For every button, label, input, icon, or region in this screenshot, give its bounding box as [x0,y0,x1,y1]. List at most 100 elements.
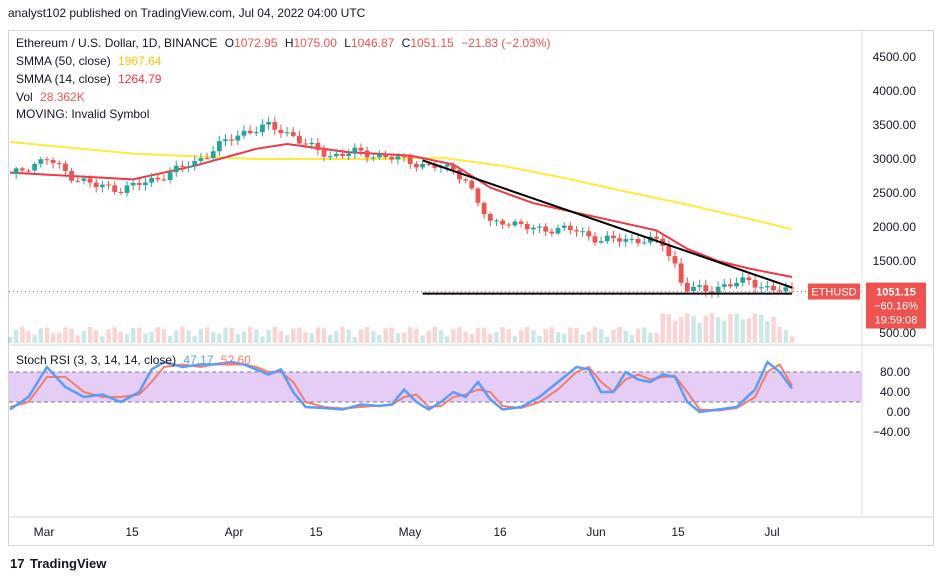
candle-body [740,277,746,283]
volume-bar [703,315,708,343]
candle-body [666,245,672,257]
candle-body [444,164,450,167]
candle-body [604,235,610,242]
volume-bar [414,328,419,343]
candle-body [26,170,31,172]
volume-bar [426,330,431,343]
volume-bar [130,327,136,343]
time-axis-tick-label: Jun [586,525,605,539]
volume-bar [192,335,197,343]
volume-bar [617,327,622,343]
volume-bar [518,330,524,343]
candle-body [789,287,795,289]
stoch-k-line [9,360,794,414]
candle-body [450,164,456,170]
volume-bar [167,335,173,343]
volume-bar [278,330,284,343]
symbol-badge-label: ETHUSD [811,287,856,299]
logo-mark-icon: 17 [10,556,25,571]
candle-body [210,151,216,159]
candle-body [709,291,715,293]
volume-bar [438,329,444,343]
candle-body [13,168,19,174]
volume-bar [186,330,191,343]
volume-bar [444,336,450,343]
volume-bar [494,332,499,343]
time-axis-tick-label: 15 [671,525,685,539]
candle-body [574,230,579,232]
candle-body [50,159,56,164]
volume-bar [401,332,407,343]
candle-body [549,231,555,234]
candle-body [728,284,733,287]
volume-bar [272,327,277,343]
candle-body [69,171,74,181]
volume-bar [543,328,548,343]
volume-bar [383,328,388,343]
volume-bar [789,336,795,343]
legend-open: O1072.95 [224,36,278,50]
volume-bar [377,334,382,343]
volume-bar [635,328,641,343]
volume-bar [260,336,265,343]
legend-close: C1051.15 [401,36,454,50]
volume-bar [734,313,739,343]
candle-body [118,191,124,193]
candle-body [771,286,776,291]
volume-bar [327,334,333,343]
volume-bars [7,313,795,343]
candle-body [340,153,345,157]
volume-bar [654,333,659,343]
volume-bar [537,335,542,343]
candle-body [358,147,364,151]
volume-bar [728,314,733,343]
price-axis-tick-label: 2000.00 [873,220,917,234]
candle-body [321,149,327,157]
candle-body [309,142,315,145]
candle-body [75,180,81,182]
volume-bar [481,327,487,343]
candle-body [161,179,167,181]
volume-bar [598,329,604,343]
tradingview-logo[interactable]: 17 TradingView [10,556,107,571]
candle-body [81,178,87,181]
candle-body [475,188,481,203]
volume-bar [334,331,339,343]
candle-body [223,139,228,142]
volume-bar [346,329,351,343]
candle-body [303,143,308,145]
volume-bar [180,327,185,343]
candle-body [346,153,352,157]
volume-bar [50,333,56,343]
volume-bar [124,334,130,343]
volume-bar [100,336,105,343]
candle-body [44,159,50,161]
candle-body [635,238,641,244]
candle-body [684,282,690,292]
price-axis-tick-label: 4000.00 [873,84,917,98]
candle-body [99,184,105,188]
volume-bar [752,313,758,343]
candle-body [524,223,530,230]
time-axis-tick-label: Jul [764,525,779,539]
candle-body [327,156,333,158]
candle-body [364,150,370,158]
candle-body [186,166,191,168]
volume-bar [155,327,160,343]
volume-bar [352,336,358,343]
volume-bar [771,316,776,343]
volume-bar [648,332,653,343]
candle-body [241,130,247,136]
candle-body [93,182,99,188]
candle-body [420,163,425,168]
volume-bar [371,331,376,343]
candle-body [106,184,111,186]
volume-bar [210,332,216,343]
candle-body [173,165,179,173]
volume-bar [223,327,228,343]
legend-smma14: SMMA (14, close) 1264.79 [16,72,162,86]
volume-bar [592,327,598,343]
candle-body [487,214,493,221]
candle-body [518,221,524,224]
